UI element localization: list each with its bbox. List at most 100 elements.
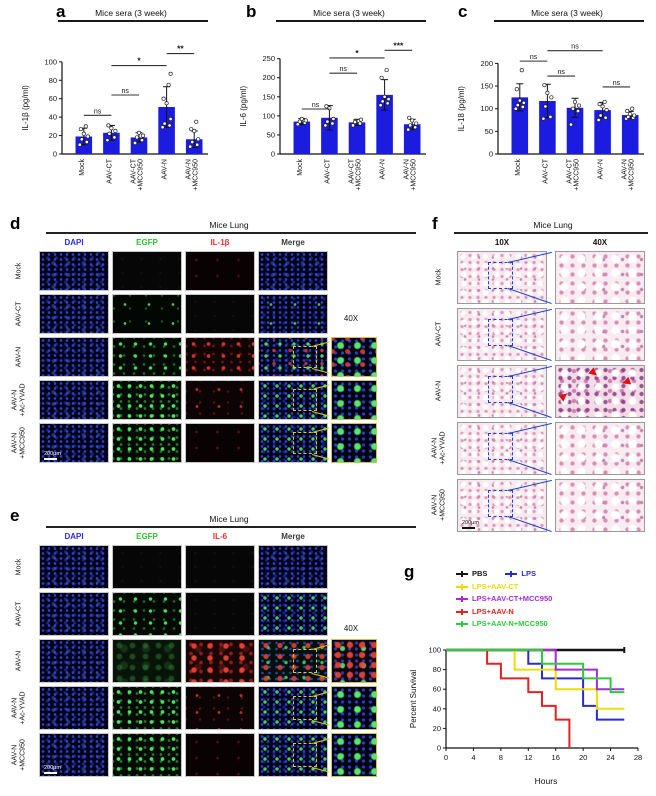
data-point [548,114,553,119]
data-point [382,94,387,99]
row-label-line: +MCC950 [19,426,26,459]
x-tick-label: 16 [552,753,560,762]
micro-col-header: IL-6 [212,531,228,541]
x-category-label: +MCC950 [193,159,200,191]
row-label-line: AAV-N [15,650,23,671]
y-tick-label: 0 [53,150,57,159]
row-label-line: AAV-N [11,389,19,410]
panel-e: e Mice Lung DAPI EGFP IL-6 Merge Mock AAV-CT A… [2,506,422,796]
y-tick-label: 80 [433,665,441,674]
row-label-text: AAV-CT [15,601,23,626]
x-category-label: AAV-N [380,159,387,180]
panel-letter-d: d [10,214,21,233]
legend-row: LPS+AAV-N+MCC950 [456,618,556,631]
histology-image-10x [457,364,547,418]
micro-col-header: EGFP [136,531,158,541]
bar [566,107,584,154]
header-spacer [2,238,36,247]
x-category-label: AAV-CT [567,158,574,183]
data-point [570,106,576,111]
scale-bar-label: 200μm [44,764,61,771]
bar [293,121,311,154]
data-point [380,99,385,104]
micro-col-header: DAPI [64,237,84,247]
inset-spacer [331,545,377,589]
micro-row: Mock [2,250,422,291]
panel-b: b Mice sera (3 week) 0 50 100 150 200 250 IL-6… [232,2,432,210]
x-category-label: AAV-CT [349,158,356,183]
survival-curve [446,649,571,748]
x-tick-label: 4 [471,753,475,762]
title-rule [46,526,416,528]
micro-row-label: AAV-CT [2,294,36,334]
survival-curve [446,649,625,694]
legend-label: PBS [472,569,488,578]
legend-line-marker [456,621,468,628]
y-tick-label: 0 [271,150,275,159]
data-point [542,83,547,88]
dashed-roi-box [487,432,513,461]
data-point [325,119,330,124]
micro-image [39,336,109,377]
legend-label: LPS+AAV-N [472,606,514,616]
x-category-label: Mock [79,159,86,176]
title-rule [454,232,648,234]
legend-line-marker [456,571,468,578]
column-headers: DAPI EGFP IL-6 Merge [2,532,422,541]
micro-image [112,685,182,730]
micro-col-header: EGFP [136,237,158,247]
panel-letter-e: e [10,506,20,525]
y-axis-label: Percent Survival [409,670,418,728]
data-point [161,96,166,101]
data-point [168,71,173,76]
inset-image-40x [331,638,377,683]
row-label-text: AAV-CT [435,322,443,347]
data-point [603,115,608,120]
data-point [410,118,415,123]
x-tick-label: 0 [444,753,448,762]
inset-image-40x [331,732,377,777]
micro-grid-d: DAPI EGFP IL-1β Merge Mock AAV-CT AAV-N AAV-N +A… [2,238,422,463]
legend-row: LPS+AAV-CT [456,581,556,594]
legend-line-marker [456,583,468,590]
micro-image [39,250,109,291]
data-point [331,116,336,121]
magnification-label: 40X [343,314,359,323]
chart-title-a: Mice sera (3 week) [95,8,167,18]
histology-image-10x [457,421,547,475]
row-label-text: AAV-CT [15,301,23,326]
scale-bar: 200μm [462,520,479,529]
micro-grid-e: DAPI EGFP IL-6 Merge Mock AAV-CT AAV-N AAV-N +Ac… [2,532,422,777]
row-label-line: +Ac-YVAD [19,382,26,417]
y-tick-label: 0 [437,744,441,753]
y-tick-label: 40 [433,704,441,713]
data-point [357,121,363,126]
x-category-label: AAV-N [404,159,411,180]
x-category-label: +MCC950 [356,159,363,191]
data-point [190,139,195,145]
histology-row: AAV-CT [424,307,654,361]
histology-image-40x [555,364,645,418]
row-label-text: Mock [15,262,23,279]
legend-item: LPS+AAV-N [456,606,514,619]
micro-image [39,638,109,683]
histology-image-40x [555,421,645,475]
data-point [597,102,602,107]
inset-image-40x [331,336,377,377]
data-point [543,104,548,109]
y-tick-label: 250 [262,54,275,63]
data-point [196,137,201,142]
micro-row: AAV-CT [2,293,422,334]
micro-row: AAV-N +MCC950 200μm [2,422,422,463]
micro-image [185,732,255,777]
y-tick-label: 150 [262,92,275,101]
micro-image [112,422,182,463]
scale-bar: 200μm [44,451,61,460]
dashed-roi-box [487,318,513,347]
micro-image [112,544,182,589]
data-point [628,112,633,117]
micro-image: 200μm [39,732,109,777]
micro-image [185,685,255,730]
micro-col-header: DAPI [64,531,84,541]
